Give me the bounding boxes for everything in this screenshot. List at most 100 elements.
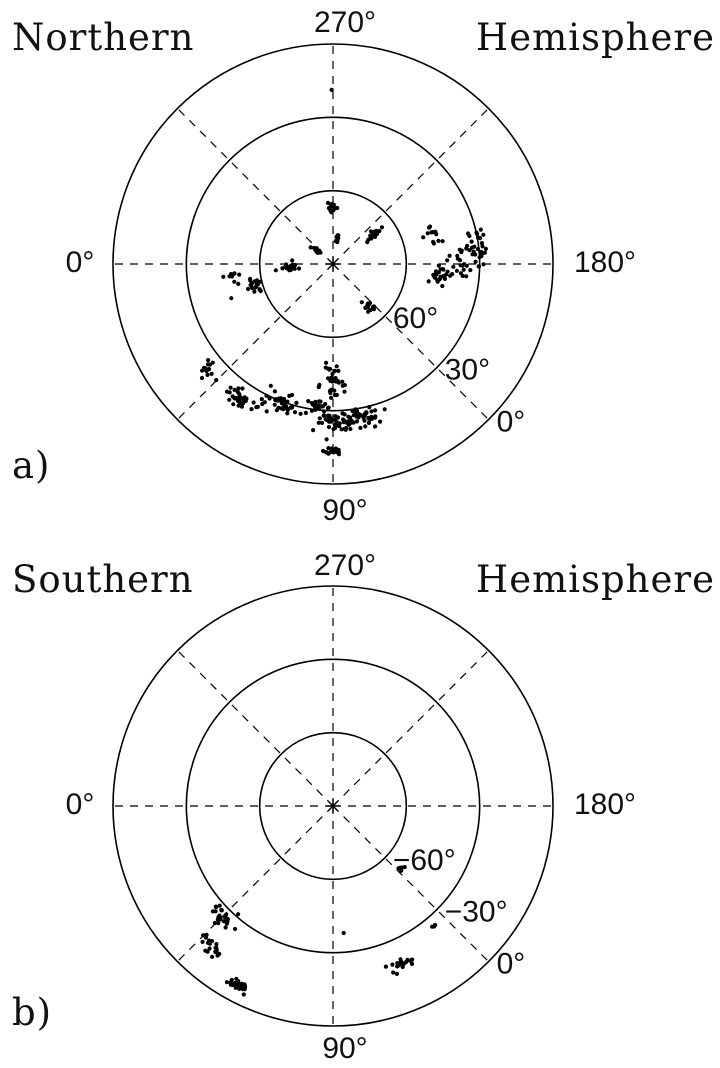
data-point — [236, 386, 241, 391]
data-point — [310, 402, 316, 407]
data-point — [373, 414, 378, 419]
latitude-ring — [258, 189, 408, 339]
data-point — [209, 939, 215, 944]
angle-label-0: 0° — [66, 788, 95, 821]
data-point — [272, 389, 277, 394]
data-point — [324, 360, 329, 365]
data-point — [460, 273, 465, 278]
data-point — [331, 450, 336, 455]
data-point — [279, 401, 284, 406]
data-point — [282, 405, 287, 411]
data-point — [288, 405, 293, 410]
data-point — [332, 388, 337, 393]
data-point — [481, 262, 486, 267]
latitude-ring — [112, 43, 554, 485]
data-point — [252, 289, 257, 294]
ring-label: −30° — [445, 896, 508, 929]
data-point — [359, 300, 364, 305]
data-point — [332, 206, 337, 211]
data-point — [205, 372, 210, 377]
data-point — [362, 418, 367, 423]
data-point — [475, 235, 481, 240]
data-point — [441, 267, 446, 272]
data-point — [213, 949, 218, 955]
data-point — [329, 446, 334, 451]
data-point — [206, 367, 212, 372]
data-point — [233, 926, 238, 932]
data-point — [281, 396, 287, 402]
data-point — [322, 413, 327, 418]
data-point — [391, 970, 396, 975]
data-point — [233, 985, 238, 990]
longitude-spoke — [332, 805, 489, 962]
data-point — [390, 962, 395, 967]
data-point — [461, 267, 466, 272]
data-point — [284, 400, 289, 405]
data-point — [467, 233, 472, 239]
title-right: Hemisphere — [476, 16, 715, 59]
data-point — [273, 397, 278, 403]
data-point — [373, 424, 378, 429]
data-point — [318, 250, 323, 255]
data-point — [457, 258, 463, 263]
polar-panel-south: Southern Hemisphere b) 270° 90° 0° 180° −60° −30… — [12, 549, 714, 1065]
data-point — [329, 375, 334, 380]
data-point — [373, 234, 378, 239]
data-point — [333, 417, 338, 422]
data-point — [371, 230, 376, 235]
pole-marker — [327, 258, 339, 270]
data-point — [207, 946, 212, 951]
data-point — [309, 408, 314, 413]
data-point — [313, 399, 318, 404]
data-point — [240, 401, 245, 406]
data-point — [342, 412, 347, 417]
longitude-spoke — [177, 108, 334, 265]
data-point — [368, 307, 373, 313]
data-point — [213, 904, 218, 909]
data-point — [235, 389, 240, 395]
data-point — [315, 405, 320, 411]
data-point — [326, 446, 331, 451]
data-point — [431, 241, 436, 246]
data-points — [200, 865, 438, 997]
data-point — [278, 396, 283, 401]
data-point — [249, 282, 254, 287]
data-point — [329, 210, 334, 215]
data-point — [475, 247, 480, 252]
data-point — [465, 243, 470, 248]
data-point — [216, 921, 221, 926]
data-point — [240, 386, 245, 391]
data-point — [335, 379, 340, 384]
pole-marker — [327, 800, 339, 812]
data-point — [482, 250, 487, 255]
data-point — [255, 404, 260, 409]
data-point — [476, 264, 481, 269]
data-point — [251, 400, 256, 405]
data-points — [199, 87, 488, 457]
data-point — [238, 395, 243, 400]
data-point — [228, 385, 233, 390]
data-point — [227, 397, 232, 402]
data-point — [325, 405, 330, 411]
data-point — [472, 244, 477, 249]
data-point — [332, 368, 337, 373]
angle-label-180: 180° — [574, 788, 636, 821]
data-point — [213, 909, 218, 914]
data-point — [365, 305, 370, 310]
data-point — [469, 239, 474, 244]
data-point — [436, 263, 441, 268]
data-point — [294, 400, 299, 405]
data-point — [445, 258, 450, 263]
data-point — [447, 253, 452, 258]
data-point — [480, 244, 485, 249]
data-point — [253, 285, 258, 290]
angle-label-180: 180° — [574, 246, 636, 279]
ring-label: 60° — [393, 302, 438, 335]
data-point — [342, 389, 347, 394]
data-point — [214, 378, 219, 383]
longitude-spoke — [177, 650, 334, 807]
data-point — [473, 259, 478, 264]
data-point — [306, 399, 311, 404]
data-point — [473, 252, 478, 257]
